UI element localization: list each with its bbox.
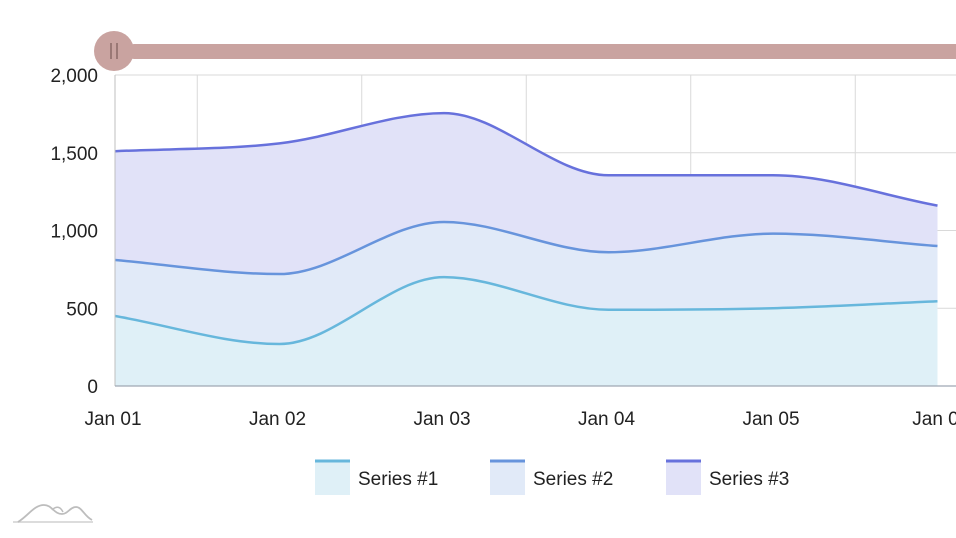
series-2-line[interactable]	[115, 220, 938, 276]
legend-swatch	[666, 460, 701, 495]
horizontal-scrollbar[interactable]	[94, 31, 956, 71]
legend-swatch	[315, 460, 350, 495]
legend-swatch	[490, 460, 525, 495]
x-tick-label: Jan 02	[249, 409, 306, 430]
y-tick-label: 1,000	[50, 222, 98, 243]
series-1-area	[115, 277, 938, 386]
y-axis: 0 500 1,000 1,500 2,000	[50, 66, 116, 398]
scrollbar-grip[interactable]	[94, 31, 134, 71]
legend-item-series-2[interactable]: Series #2	[490, 459, 613, 495]
x-axis: Jan 01 Jan 02 Jan 03 Jan 04 Jan 05 Jan 0	[84, 385, 956, 430]
series-lines	[115, 111, 938, 346]
amcharts-logo-icon[interactable]	[13, 504, 93, 523]
x-tick-label: Jan 05	[742, 409, 799, 430]
y-tick-label: 500	[66, 299, 98, 320]
legend-item-series-1[interactable]: Series #1	[315, 459, 438, 495]
legend-label: Series #1	[358, 469, 438, 490]
legend-item-series-3[interactable]: Series #3	[666, 459, 789, 495]
scrollbar-track[interactable]	[130, 44, 956, 59]
x-tick-label: Jan 04	[578, 409, 635, 430]
series-3-line[interactable]	[115, 111, 938, 207]
y-tick-label: 1,500	[50, 144, 98, 165]
series-areas	[115, 113, 938, 386]
x-tick-label: Jan 01	[84, 409, 141, 430]
series-1-line[interactable]	[115, 275, 938, 346]
legend-label: Series #2	[533, 469, 613, 490]
series-3-area	[115, 113, 938, 275]
x-tick-label: Jan 0	[912, 409, 956, 430]
x-tick-label: Jan 03	[413, 409, 470, 430]
y-tick-label: 2,000	[50, 66, 98, 87]
y-tick-label: 0	[87, 377, 98, 398]
legend-label: Series #3	[709, 469, 789, 490]
legend[interactable]: Series #1 Series #2 Series #3	[315, 459, 789, 495]
series-2-area	[115, 221, 938, 345]
